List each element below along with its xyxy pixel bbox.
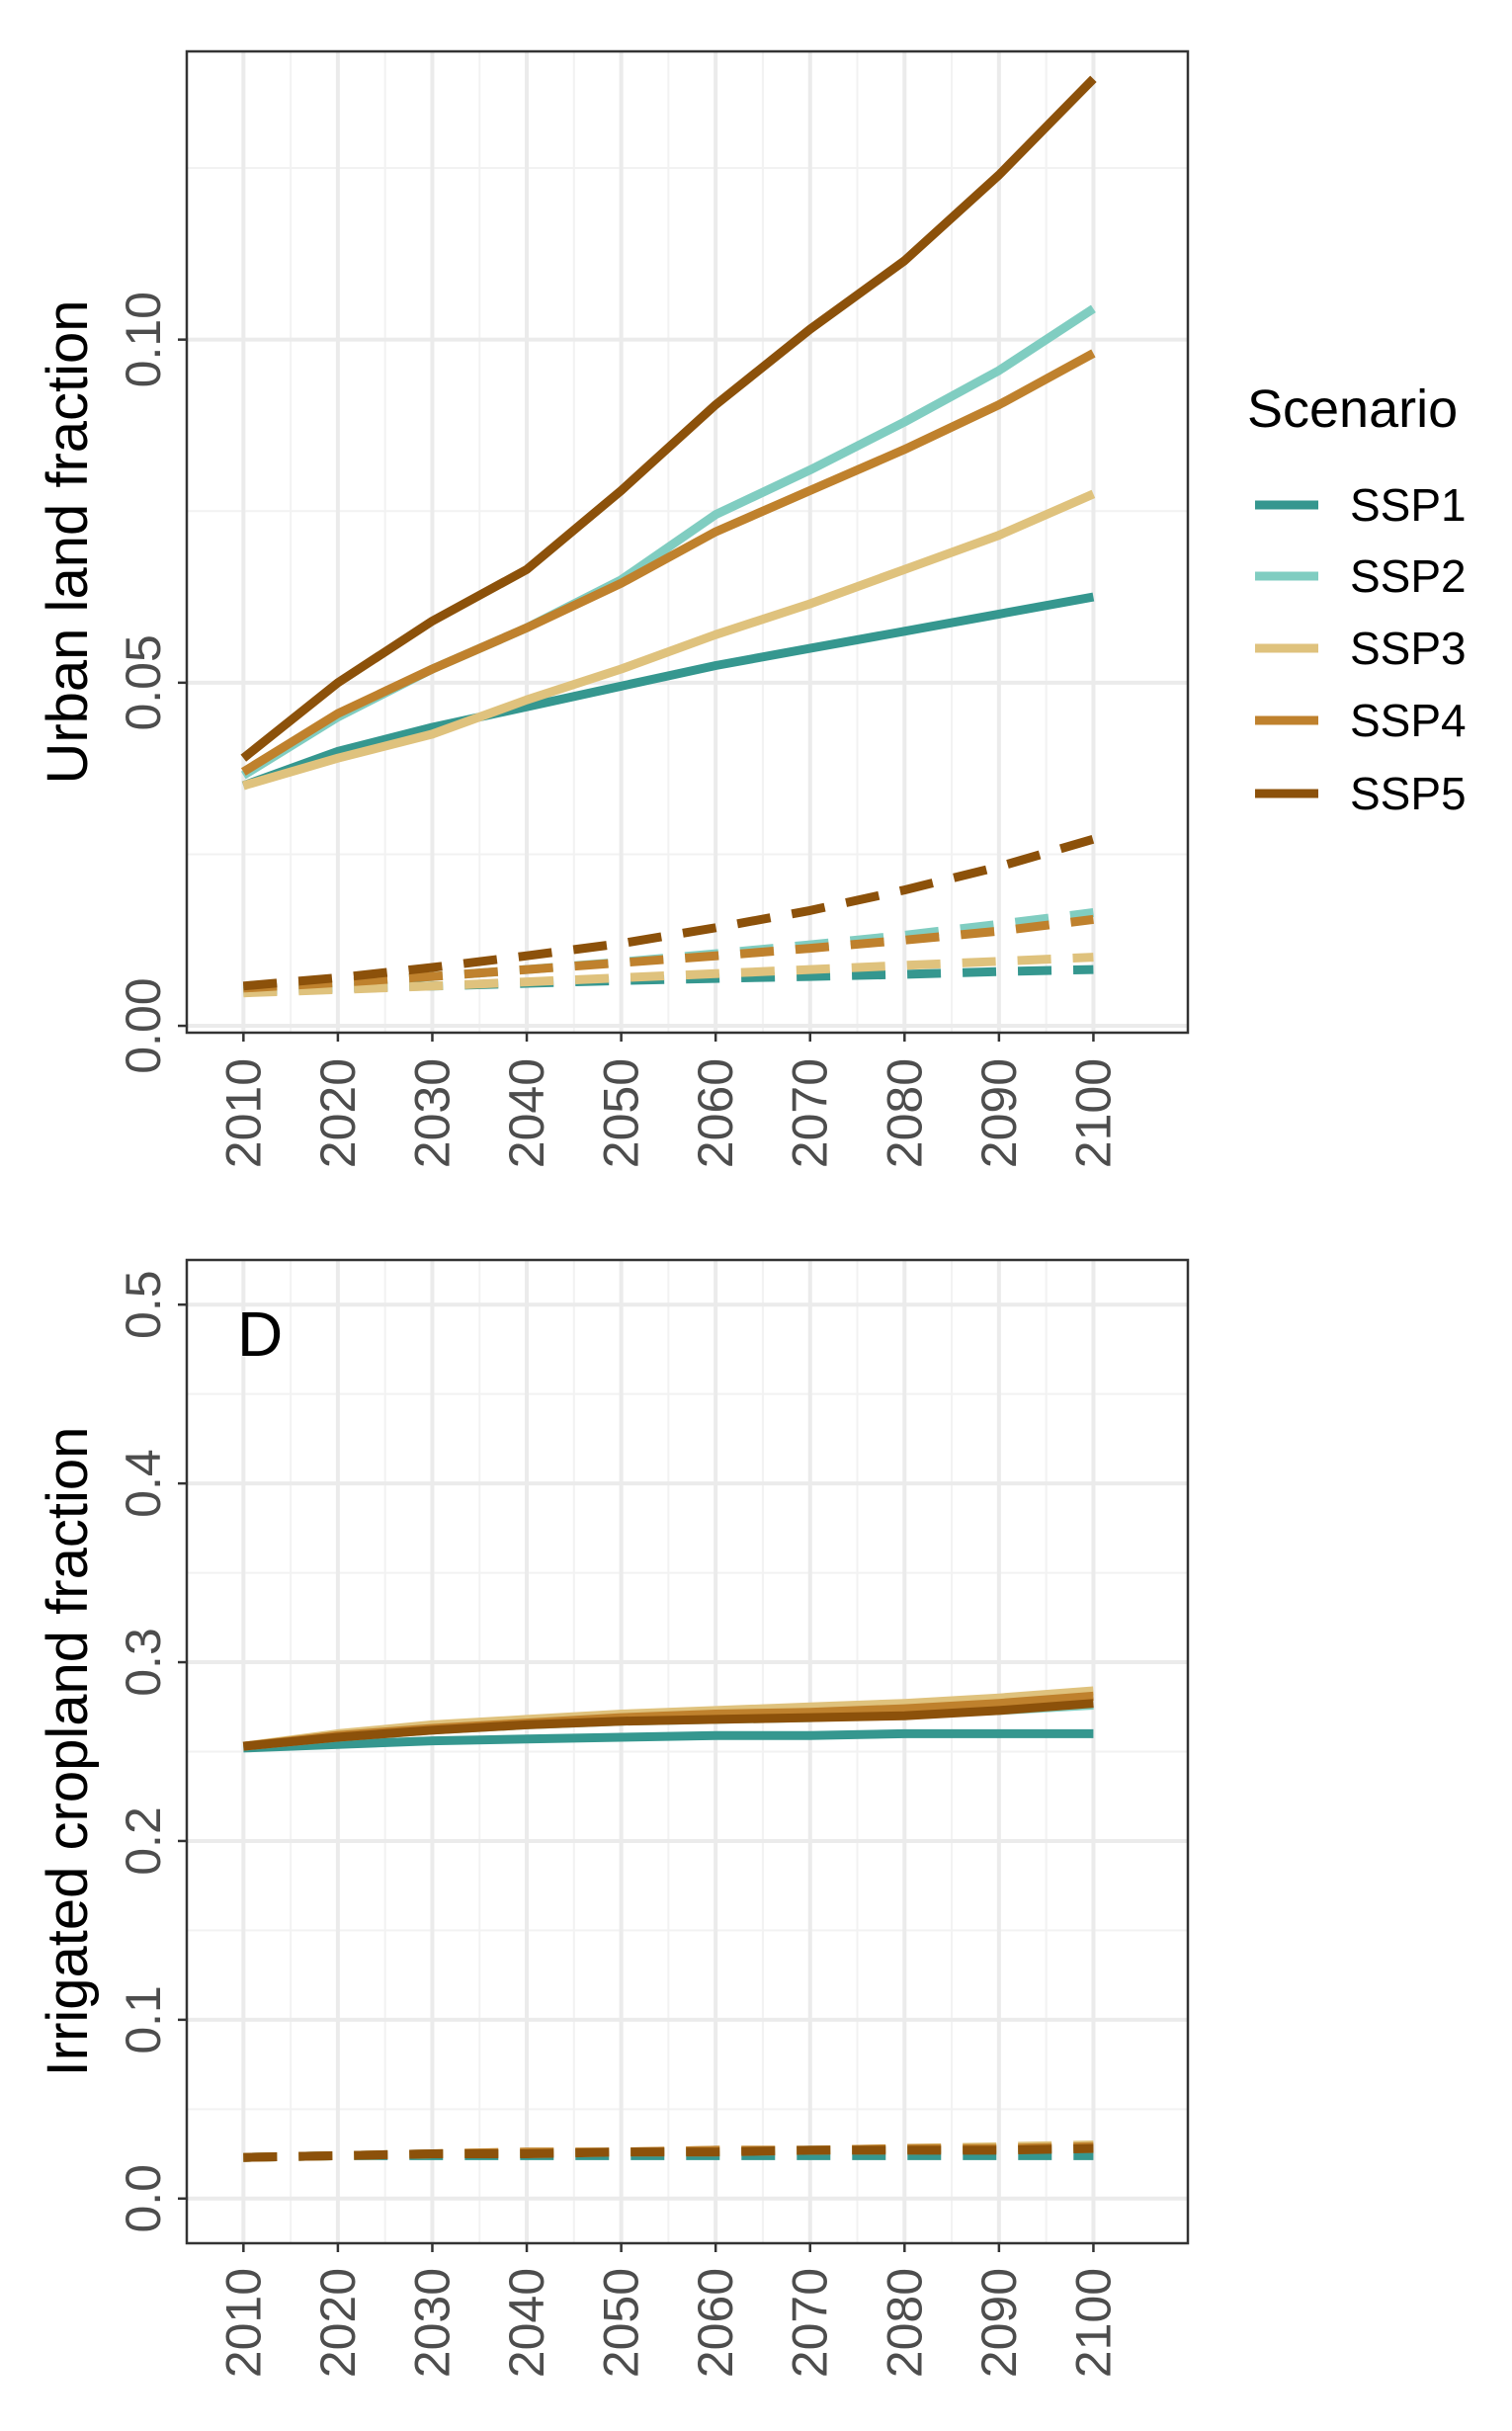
- x-tick-label: 2080: [877, 2268, 932, 2378]
- x-tick-label: 2100: [1065, 2268, 1121, 2378]
- x-tick-label: 2020: [310, 2268, 366, 2378]
- legend-item-ssp4: SSP4: [1255, 695, 1467, 746]
- y-axis-title: Irrigated cropland fraction: [36, 1427, 100, 2077]
- legend-label-ssp5: SSP5: [1350, 768, 1467, 819]
- y-tick-label: 0.1: [116, 1985, 171, 2054]
- x-tick-label: 2030: [405, 2268, 461, 2378]
- y-tick-label: 0.5: [116, 1270, 171, 1339]
- x-tick-label: 2010: [215, 1058, 271, 1168]
- series-line-ssp5-solid: [240, 75, 1097, 762]
- series-line-ssp3-solid: [242, 489, 1096, 791]
- legend-label-ssp2: SSP2: [1350, 550, 1467, 602]
- x-tick-label: 2010: [215, 2268, 271, 2378]
- legend-item-ssp2: SSP2: [1255, 550, 1467, 602]
- panel-border: [185, 1258, 1190, 2245]
- series-line-ssp1-solid: [241, 592, 1095, 791]
- y-tick-label: 0.10: [116, 292, 171, 387]
- y-axis-title: Urban land fraction: [36, 299, 100, 784]
- x-tick-label: 2060: [688, 1058, 743, 1168]
- series-line-ssp1-solid: [243, 1728, 1094, 1753]
- y-tick-label: 0.00: [116, 977, 171, 1073]
- x-tick-label: 2050: [594, 2268, 649, 2378]
- series-line-ssp3-dashed: [243, 953, 1094, 998]
- x-tick-label: 2060: [688, 2268, 743, 2378]
- panel-letter: D: [237, 1299, 283, 1370]
- y-tick-label: 0.05: [116, 634, 171, 730]
- legend-label-ssp1: SSP1: [1350, 479, 1467, 531]
- legend: Scenario SSP1 SSP2 SSP3 SSP4 SSP5: [1247, 379, 1467, 819]
- y-tick-label: 0.0: [116, 2164, 171, 2233]
- x-tick-label: 2090: [971, 2268, 1027, 2378]
- x-tick-label: 2090: [971, 1058, 1027, 1168]
- x-tick-label: 2070: [783, 1058, 838, 1168]
- y-tick-label: 0.3: [116, 1628, 171, 1697]
- irrigated-cropland-panel: 0.0 0.1 0.2 0.3 0.4 0.5 2010 2020 2030 2040 2050 20…: [36, 1258, 1190, 2378]
- urban-land-panel: 0.00 0.05 0.10 2010 2020 2030 2040 2050 2060 2070…: [36, 49, 1190, 1168]
- legend-label-ssp3: SSP3: [1350, 623, 1467, 674]
- panel-border: [185, 49, 1190, 1035]
- y-tick-label: 0.4: [116, 1449, 171, 1518]
- series-line-ssp5-dashed: [242, 834, 1095, 991]
- x-tick-label: 2020: [310, 1058, 366, 1168]
- legend-label-ssp4: SSP4: [1350, 695, 1467, 746]
- legend-title: Scenario: [1247, 379, 1458, 439]
- series-line-ssp4-dashed: [243, 914, 1094, 993]
- legend-item-ssp3: SSP3: [1255, 623, 1467, 674]
- y-tick-label: 0.2: [116, 1806, 171, 1876]
- x-tick-label: 2040: [499, 1058, 554, 1168]
- legend-item-ssp1: SSP1: [1255, 479, 1467, 531]
- plot-background: [187, 51, 1188, 1033]
- x-tick-label: 2050: [594, 1058, 649, 1168]
- x-tick-label: 2070: [783, 2268, 838, 2378]
- x-tick-label: 2100: [1065, 1058, 1121, 1168]
- x-tick-label: 2040: [499, 2268, 554, 2378]
- x-tick-label: 2080: [877, 1058, 932, 1168]
- legend-item-ssp5: SSP5: [1255, 768, 1467, 819]
- series-line-ssp5-solid: [242, 1699, 1094, 1751]
- series-line-ssp4-solid: [240, 349, 1096, 776]
- x-tick-label: 2030: [405, 1058, 461, 1168]
- series-line-ssp5-dashed: [243, 2143, 1094, 2162]
